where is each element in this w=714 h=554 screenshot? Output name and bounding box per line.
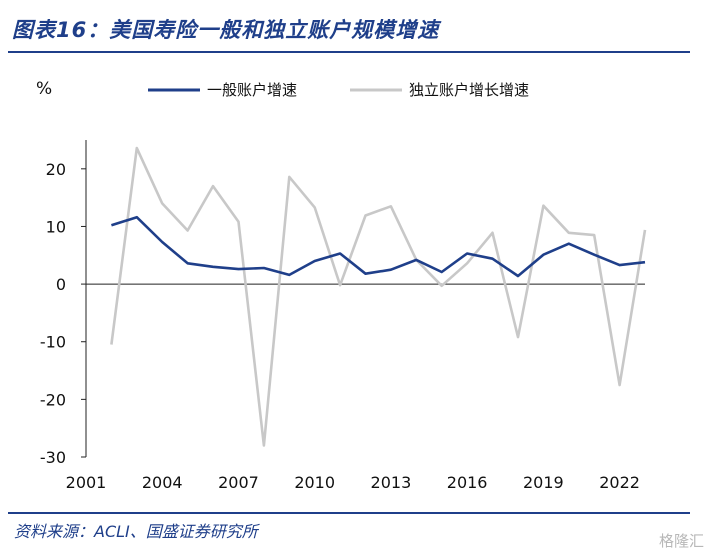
source-note: 资料来源：ACLI、国盛证券研究所	[14, 522, 258, 541]
y-tick-label: 10	[46, 217, 66, 236]
x-tick-label: 2022	[599, 473, 640, 492]
legend-label-separate: 独立账户增长增速	[409, 81, 529, 99]
x-tick-label: 2013	[371, 473, 412, 492]
y-axis-ticks: 20 10 0 -10 -20 -30	[40, 160, 86, 467]
y-axis-unit: %	[36, 79, 52, 99]
x-tick-label: 2019	[523, 473, 564, 492]
y-tick-label: 20	[46, 160, 66, 179]
y-tick-label: -10	[40, 333, 66, 352]
title-divider	[8, 51, 690, 53]
x-tick-label: 2007	[218, 473, 259, 492]
x-tick-label: 2004	[142, 473, 183, 492]
x-tick-label: 2010	[294, 473, 335, 492]
x-tick-label: 2016	[447, 473, 488, 492]
legend-label-general: 一般账户增速	[207, 81, 297, 99]
series-line-general-account	[111, 215, 646, 278]
y-tick-label: 0	[56, 275, 66, 294]
series-lines	[110, 146, 647, 447]
x-tick-label: 2001	[66, 473, 107, 492]
y-tick-label: -30	[40, 448, 66, 467]
footer-divider	[8, 512, 690, 514]
watermark-logo: 格隆汇	[658, 532, 704, 550]
chart-legend: 一般账户增速 独立账户增长增速	[148, 81, 529, 99]
x-axis-ticks: 2001 2004 2007 2010 2013 2016 2019 2022	[66, 473, 640, 492]
figure-title: 图表16：美国寿险一般和独立账户规模增速	[12, 18, 440, 42]
series-line-separate-account	[110, 146, 647, 447]
y-tick-label: -20	[40, 390, 66, 409]
